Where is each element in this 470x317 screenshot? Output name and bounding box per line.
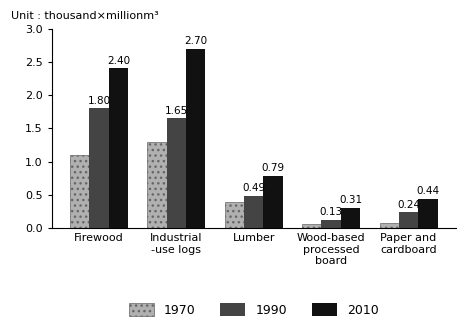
Text: 2.70: 2.70 bbox=[184, 36, 207, 46]
Bar bbox=[264, 176, 283, 228]
Text: 0.44: 0.44 bbox=[416, 186, 439, 196]
Bar bbox=[70, 155, 89, 228]
Bar bbox=[302, 224, 321, 228]
Bar bbox=[244, 196, 264, 228]
Bar bbox=[399, 212, 418, 228]
Bar bbox=[186, 49, 205, 228]
Text: 1.80: 1.80 bbox=[87, 96, 110, 106]
Text: 2.40: 2.40 bbox=[107, 56, 130, 66]
Text: 0.49: 0.49 bbox=[242, 183, 266, 193]
Text: 0.79: 0.79 bbox=[262, 163, 285, 173]
Bar bbox=[379, 223, 399, 228]
Bar bbox=[89, 108, 109, 228]
Legend: 1970, 1990, 2010: 1970, 1990, 2010 bbox=[124, 298, 384, 317]
Text: 0.13: 0.13 bbox=[320, 207, 343, 217]
Text: 0.24: 0.24 bbox=[397, 200, 420, 210]
Text: Unit : thousand×millionm³: Unit : thousand×millionm³ bbox=[11, 10, 159, 21]
Bar bbox=[321, 220, 341, 228]
Bar bbox=[109, 68, 128, 228]
Text: 1.65: 1.65 bbox=[165, 106, 188, 116]
Bar bbox=[148, 142, 167, 228]
Bar bbox=[418, 199, 438, 228]
Bar bbox=[225, 202, 244, 228]
Text: 0.31: 0.31 bbox=[339, 195, 362, 205]
Bar bbox=[341, 208, 360, 228]
Bar bbox=[167, 118, 186, 228]
